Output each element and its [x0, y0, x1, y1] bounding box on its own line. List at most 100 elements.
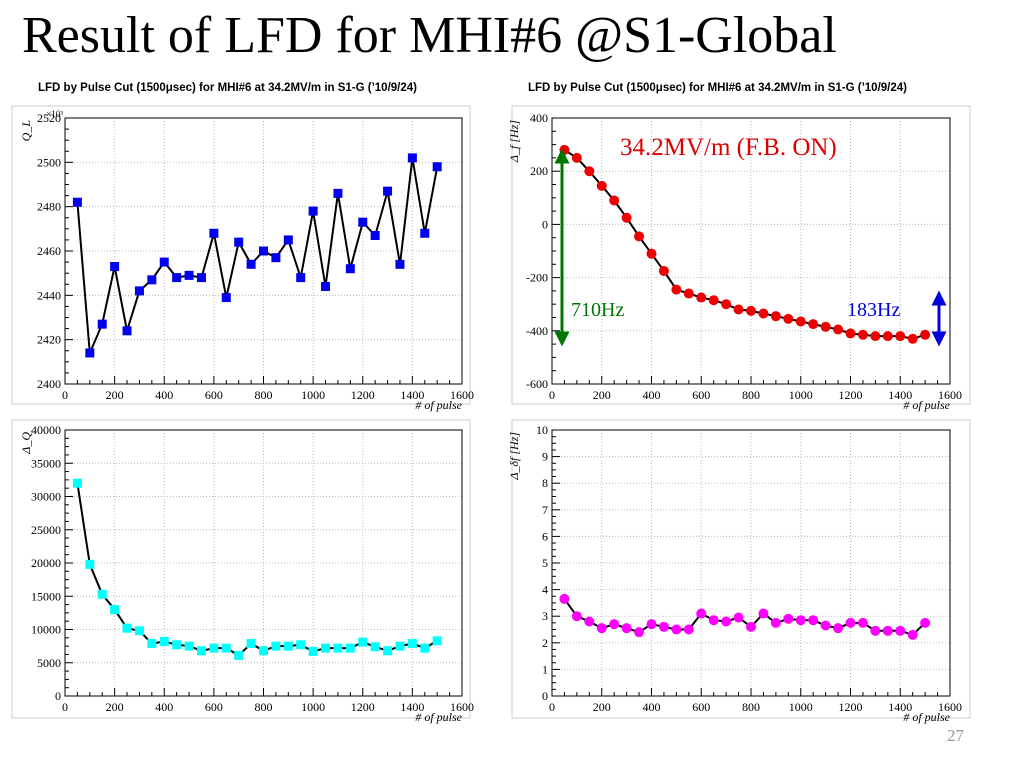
data-point: [321, 281, 331, 291]
x-tick-label: 800: [255, 700, 273, 714]
x-tick-label: 200: [593, 700, 611, 714]
x-tick-label: 600: [692, 700, 710, 714]
data-point: [746, 621, 756, 632]
data-point: [432, 636, 442, 646]
y-axis-title: Δ_f [Hz]: [507, 120, 521, 163]
y-tick-label: 2420: [37, 333, 61, 347]
data-point: [634, 627, 645, 638]
x-tick-label: 1600: [450, 700, 474, 714]
x-tick-label: 1600: [938, 700, 962, 714]
x-tick-label: 1000: [301, 388, 325, 402]
data-point: [110, 605, 120, 615]
data-point: [333, 188, 343, 198]
data-point: [72, 478, 82, 488]
y-tick-label: 2440: [37, 288, 61, 302]
data-point: [907, 333, 918, 344]
data-point: [85, 559, 95, 569]
data-point: [420, 228, 430, 238]
data-point: [646, 248, 657, 259]
data-point: [333, 643, 343, 653]
y-tick-label: 25000: [31, 523, 61, 537]
data-point: [708, 615, 719, 626]
x-tick-label: 400: [155, 388, 173, 402]
chart-frame: [11, 419, 471, 719]
data-point: [271, 253, 281, 263]
data-point: [833, 324, 844, 335]
y-tick-label: 30000: [31, 490, 61, 504]
data-point: [196, 646, 206, 656]
data-point: [721, 299, 732, 310]
annotation-condition: 34.2MV/m (F.B. ON): [620, 134, 837, 161]
data-point: [246, 638, 256, 648]
y-tick-label: 10000: [31, 623, 61, 637]
data-point: [196, 273, 206, 283]
data-point: [296, 640, 306, 650]
data-point: [407, 638, 417, 648]
data-point: [383, 186, 393, 196]
data-point: [758, 308, 769, 319]
data-point: [370, 230, 380, 240]
data-point: [596, 623, 607, 634]
y-tick-label: 2460: [37, 244, 61, 258]
x-tick-label: 1600: [450, 388, 474, 402]
x-tick-label: 1400: [888, 700, 912, 714]
x-tick-label: 400: [643, 388, 661, 402]
y-tick-label: -200: [526, 271, 548, 285]
y-tick-label: -400: [526, 324, 548, 338]
data-point: [870, 331, 881, 342]
x-tick-label: 0: [62, 388, 68, 402]
data-point: [432, 162, 442, 172]
x-tick-label: 1000: [301, 700, 325, 714]
y-tick-label: 0: [55, 689, 61, 703]
x-tick-label: 600: [692, 388, 710, 402]
data-point: [634, 231, 645, 242]
y-tick-label: 400: [530, 111, 548, 125]
x-tick-label: 1000: [789, 388, 813, 402]
slide-title: Result of LFD for MHI#6 @S1-Global: [22, 7, 837, 64]
data-point: [820, 620, 831, 631]
data-point: [358, 217, 368, 227]
data-point: [758, 608, 769, 619]
data-point: [345, 264, 355, 274]
data-point: [895, 625, 906, 636]
y-tick-label: 4: [542, 583, 548, 597]
data-point: [308, 206, 318, 216]
data-point: [159, 257, 169, 267]
data-point: [234, 237, 244, 247]
y-tick-label: 2400: [37, 377, 61, 391]
x-tick-label: 800: [742, 388, 760, 402]
data-point: [609, 195, 620, 206]
x-tick-label: 1200: [839, 388, 863, 402]
y-tick-label: 8: [542, 476, 548, 490]
data-point: [882, 331, 893, 342]
y-axis-multiplier: ×10³: [46, 109, 63, 119]
data-point: [882, 625, 893, 636]
data-point: [770, 311, 781, 322]
data-point: [609, 619, 620, 630]
data-point: [259, 246, 268, 256]
chart-delta-df: 0 200 400 600 800 1000 1200 1400 1600 0 1 2 3 4 5 6 7 8 9 1…: [507, 419, 971, 724]
data-point: [184, 641, 194, 651]
data-point: [271, 641, 281, 651]
data-point: [308, 646, 318, 656]
data-point: [122, 623, 132, 633]
x-tick-label: 200: [106, 700, 124, 714]
y-tick-label: 6: [542, 529, 548, 543]
y-tick-label: 5: [542, 556, 548, 570]
y-tick-label: 7: [542, 503, 548, 517]
data-point: [184, 270, 194, 280]
data-point: [671, 284, 682, 295]
data-point: [721, 616, 732, 627]
data-point: [833, 623, 844, 634]
data-point: [221, 643, 231, 653]
data-point: [708, 295, 719, 306]
data-point: [733, 612, 744, 623]
data-point: [895, 331, 906, 342]
data-point: [696, 292, 707, 303]
data-point: [920, 329, 931, 340]
data-point: [920, 617, 931, 628]
x-tick-label: 200: [593, 388, 611, 402]
data-point: [147, 638, 157, 648]
chart-delta-q: 0 200 400 600 800 1000 1200 1400 1600 0 5000 10000 1…: [11, 419, 474, 724]
y-tick-label: 1: [542, 662, 548, 676]
